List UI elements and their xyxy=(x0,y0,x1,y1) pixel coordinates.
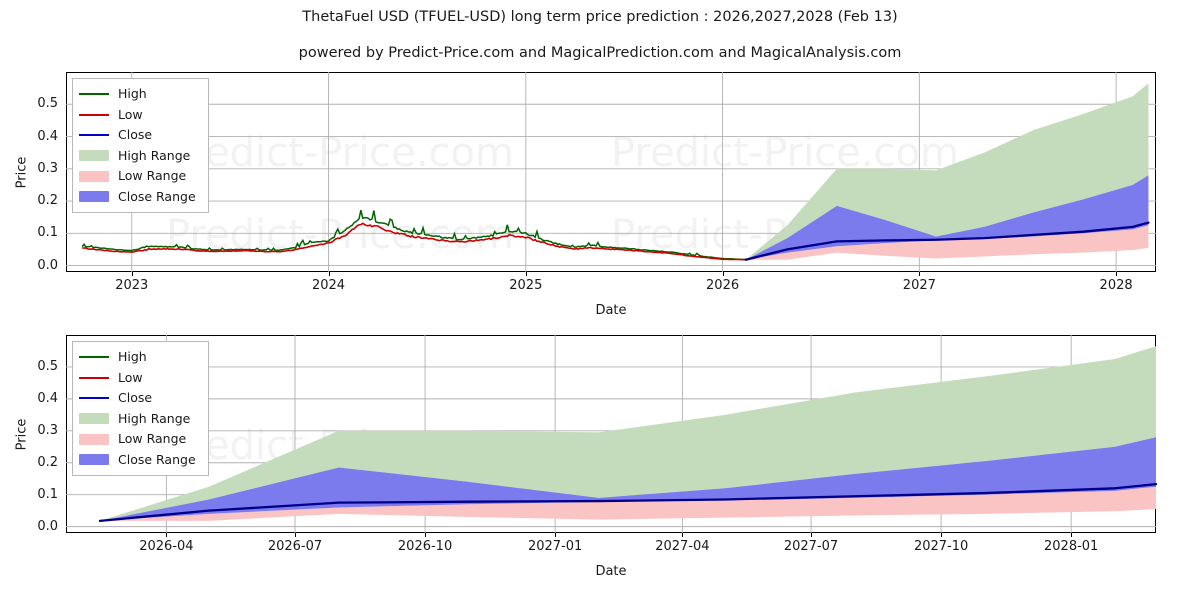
bottom-legend-item-low: Low xyxy=(79,368,200,389)
bottom-x-tick-mark xyxy=(811,533,813,537)
bottom-x-tick: 2028-01 xyxy=(1044,539,1099,554)
bottom-x-tick: 2027-10 xyxy=(913,539,969,554)
bottom-x-tick-mark xyxy=(941,533,943,537)
bottom-legend-swatch-high-range xyxy=(79,413,109,425)
bottom-legend-swatch-high xyxy=(79,351,109,363)
bottom-y-tick: 0.2 xyxy=(37,454,58,470)
bottom-legend-item-close: Close xyxy=(79,388,200,409)
bottom-legend-label: Close Range xyxy=(118,451,196,467)
top-y-tick: 0.1 xyxy=(37,225,58,241)
top-legend-label: High Range xyxy=(118,147,191,163)
bottom-y-tick: 0.5 xyxy=(37,358,58,374)
top-legend-item-close: Close xyxy=(79,125,200,146)
bottom-legend-label: High Range xyxy=(118,410,191,426)
top-y-tick: 0.0 xyxy=(37,257,58,273)
top-legend-swatch-close-range xyxy=(79,191,109,203)
bottom-x-tick-mark xyxy=(166,533,168,537)
bottom-x-tick: 2027-01 xyxy=(527,539,583,554)
bottom-x-tick-mark xyxy=(682,533,684,537)
bottom-legend-item-high-range: High Range xyxy=(79,409,200,430)
top-x-tick-mark xyxy=(525,272,527,276)
bottom-legend-swatch-low xyxy=(79,372,109,384)
bottom-x-tick: 2027-04 xyxy=(655,539,710,554)
top-legend: High Low Close High Range Low Range Close Ran… xyxy=(72,78,209,213)
top-legend-label: Close xyxy=(118,127,153,142)
top-x-tick-mark xyxy=(919,272,921,276)
bottom-x-axis-label: Date xyxy=(595,564,627,579)
top-legend-label: Low xyxy=(118,106,143,122)
bottom-legend-swatch-close xyxy=(79,392,109,404)
bottom-legend-item-close-range: Close Range xyxy=(79,450,200,471)
bottom-legend-label: High xyxy=(118,349,147,364)
top-legend-item-low-range: Low Range xyxy=(79,166,200,187)
bottom-y-tick: 0.4 xyxy=(37,390,58,406)
top-legend-swatch-high xyxy=(79,88,109,100)
top-legend-item-high-range: High Range xyxy=(79,146,200,167)
bottom-legend-label: Low Range xyxy=(118,431,187,446)
bottom-x-tick-mark xyxy=(1071,533,1073,537)
top-x-tick-mark xyxy=(722,272,724,276)
bottom-chart-panel: Predict-Price.com Predict-Price.com xyxy=(66,335,1158,533)
top-x-tick-mark xyxy=(131,272,133,276)
bottom-y-tick: 0.1 xyxy=(37,486,58,502)
bottom-x-tick-mark xyxy=(425,533,427,537)
top-legend-swatch-low-range xyxy=(79,170,109,182)
bottom-legend-swatch-close-range xyxy=(79,454,109,466)
bottom-x-tick: 2026-07 xyxy=(267,539,323,554)
top-legend-item-close-range: Close Range xyxy=(79,187,200,208)
top-y-tick: 0.2 xyxy=(37,193,58,209)
top-y-tick: 0.5 xyxy=(37,96,58,112)
bottom-legend-item-high: High xyxy=(79,347,200,368)
bottom-chart-svg xyxy=(66,335,1158,533)
top-x-tick: 2026 xyxy=(706,278,740,293)
top-chart-panel: Predict-Price.com Predict-Price.com Pred… xyxy=(66,72,1156,272)
top-x-tick: 2028 xyxy=(1099,278,1133,293)
top-x-tick: 2025 xyxy=(509,278,543,293)
top-x-tick: 2027 xyxy=(902,278,936,293)
bottom-legend-label: Close xyxy=(118,390,153,405)
page-subtitle: powered by Predict-Price.com and Magical… xyxy=(298,45,902,61)
bottom-legend-label: Low xyxy=(118,369,143,385)
bottom-x-tick: 2026-04 xyxy=(139,539,194,554)
top-x-axis-label: Date xyxy=(595,303,627,318)
bottom-legend-item-low-range: Low Range xyxy=(79,429,200,450)
top-x-tick-mark xyxy=(1116,272,1118,276)
bottom-x-tick: 2026-10 xyxy=(397,539,453,554)
page-title: ThetaFuel USD (TFUEL-USD) long term pric… xyxy=(302,9,898,25)
top-legend-item-low: Low xyxy=(79,105,200,126)
top-y-tick: 0.4 xyxy=(37,128,58,144)
top-legend-label: Close Range xyxy=(118,188,196,204)
top-legend-swatch-high-range xyxy=(79,150,109,162)
top-legend-swatch-close xyxy=(79,129,109,141)
bottom-x-tick: 2027-07 xyxy=(783,539,839,554)
bottom-x-tick-mark xyxy=(555,533,557,537)
top-legend-item-high: High xyxy=(79,84,200,105)
top-x-tick: 2024 xyxy=(311,278,346,293)
bottom-y-tick: 0.3 xyxy=(37,422,58,438)
bottom-y-tick: 0.0 xyxy=(37,518,58,534)
bottom-legend: High Low Close High Range Low Range Close Ran… xyxy=(72,341,209,476)
top-legend-swatch-low xyxy=(79,109,109,121)
top-legend-label: High xyxy=(118,86,147,101)
bottom-legend-swatch-low-range xyxy=(79,433,109,445)
top-y-tick: 0.3 xyxy=(37,160,58,176)
bottom-x-tick-mark xyxy=(295,533,297,537)
top-x-tick-mark xyxy=(328,272,330,276)
top-x-tick: 2023 xyxy=(115,278,149,293)
top-legend-label: Low Range xyxy=(118,168,187,183)
top-chart-svg xyxy=(66,72,1156,272)
